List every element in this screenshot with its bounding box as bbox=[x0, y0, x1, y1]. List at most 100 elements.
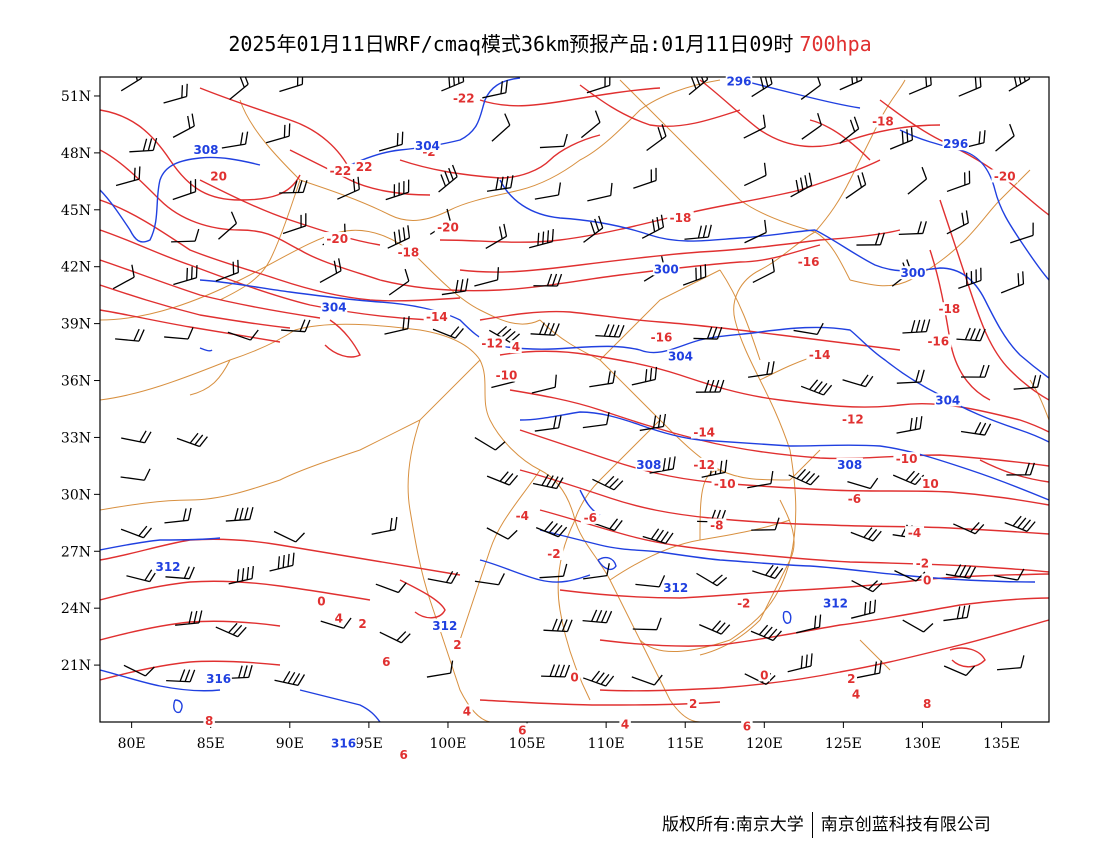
contour-label: 296 bbox=[943, 137, 968, 151]
wind-barb bbox=[850, 527, 882, 542]
wind-barb bbox=[387, 225, 411, 249]
wind-barb bbox=[587, 182, 613, 202]
contour-label: -18 bbox=[872, 114, 894, 128]
wind-barb bbox=[432, 326, 464, 339]
wind-barb bbox=[580, 110, 601, 139]
contour-label: -4 bbox=[516, 509, 529, 523]
contour-label-bg bbox=[662, 581, 689, 595]
contour-label-bg bbox=[648, 330, 675, 344]
contour-label-bg bbox=[822, 596, 849, 610]
wind-barb bbox=[582, 609, 613, 624]
wind-barb bbox=[747, 361, 775, 378]
contour-label: -12 bbox=[842, 412, 864, 426]
contour-label: 8 bbox=[923, 697, 931, 711]
wind-barb bbox=[1008, 77, 1031, 92]
wind-barb bbox=[215, 622, 247, 638]
title-text: 2025年01月11日WRF/cmaq模式36km预报产品:01月11日09时 bbox=[228, 32, 794, 56]
contour-label: 316 bbox=[331, 737, 356, 751]
contour-label: 6 bbox=[518, 723, 526, 737]
wind-barb bbox=[320, 617, 352, 629]
contour-label-bg bbox=[356, 617, 369, 631]
wind-barb bbox=[221, 131, 249, 149]
wind-barb bbox=[589, 370, 616, 388]
height-labels: 296 296 308 304 300 300 304 304 304 308 308 312 312 3… bbox=[154, 74, 969, 751]
contour-label: 6 bbox=[743, 720, 751, 734]
wind-barb bbox=[996, 655, 1025, 671]
contour-label-bg bbox=[652, 262, 680, 276]
contour-label-bg bbox=[725, 74, 753, 88]
contour-label-bg bbox=[920, 476, 940, 490]
wind-barb bbox=[583, 670, 615, 687]
contour-label-bg bbox=[512, 509, 532, 523]
wind-barb bbox=[842, 374, 874, 388]
contour-label: 2 bbox=[689, 697, 697, 711]
wind-barb bbox=[946, 170, 971, 193]
contour-label-bg bbox=[479, 336, 506, 350]
contour-label: -10 bbox=[896, 452, 918, 466]
wind-barb bbox=[533, 273, 563, 287]
wind-barb bbox=[474, 437, 506, 451]
wind-barb bbox=[120, 468, 151, 481]
wind-barb bbox=[696, 572, 728, 587]
y-axis-ticks: 51N 48N 45N 42N 39N 36N 33N 30N 27N 24N 21N bbox=[61, 89, 100, 674]
wind-barb bbox=[491, 113, 511, 142]
contour-label-bg bbox=[205, 672, 232, 686]
contour-label: 304 bbox=[935, 393, 960, 407]
contour-label: -2 bbox=[737, 596, 750, 610]
contour-label-bg bbox=[893, 452, 920, 466]
wind-barb bbox=[543, 618, 573, 633]
wind-barb bbox=[793, 322, 824, 336]
wind-barb bbox=[115, 166, 141, 187]
wind-barb bbox=[960, 422, 992, 436]
y-tick-label: 27N bbox=[61, 544, 91, 560]
contour-label-bg bbox=[414, 139, 441, 153]
wind-barb bbox=[485, 223, 508, 249]
wind-barb bbox=[171, 228, 200, 243]
wind-barb bbox=[582, 411, 610, 429]
copyright-footer: 版权所有:南京大学 南京创蓝科技有限公司 bbox=[662, 810, 991, 838]
wind-barb bbox=[945, 564, 977, 579]
contour-label: -6 bbox=[584, 511, 597, 525]
wind-barb bbox=[534, 415, 562, 432]
wind-barb bbox=[176, 432, 208, 448]
contour-label-bg bbox=[450, 91, 478, 105]
wind-barb bbox=[595, 324, 625, 338]
x-tick-label: 90E bbox=[276, 736, 304, 752]
contour-label: -6 bbox=[848, 492, 861, 506]
wind-barb bbox=[371, 516, 398, 535]
wind-barb bbox=[385, 179, 410, 201]
contour-label-bg bbox=[315, 594, 328, 608]
y-tick-label: 21N bbox=[61, 658, 91, 674]
wind-barb bbox=[379, 631, 411, 644]
contour-label-bg bbox=[431, 619, 459, 633]
wind-barb bbox=[635, 575, 666, 588]
contour-label: 316 bbox=[206, 672, 231, 686]
pressure-level: 700hpa bbox=[799, 32, 872, 56]
wind-barb bbox=[592, 475, 624, 491]
x-tick-label: 95E bbox=[355, 736, 383, 752]
x-tick-label: 120E bbox=[746, 736, 783, 752]
wind-barb bbox=[744, 162, 767, 187]
wind-barb bbox=[265, 123, 291, 144]
wind-barb bbox=[172, 179, 197, 201]
contour-label: 2 bbox=[358, 617, 366, 631]
contour-label: 4 bbox=[463, 704, 471, 718]
contour-label-bg bbox=[635, 457, 663, 471]
contour-label: -18 bbox=[398, 245, 420, 259]
contour-label-bg bbox=[844, 491, 864, 505]
x-tick-label: 110E bbox=[588, 736, 625, 752]
contour-label-bg bbox=[845, 672, 858, 686]
wind-barb bbox=[953, 521, 985, 535]
y-tick-label: 33N bbox=[61, 430, 91, 446]
contour-label-bg bbox=[354, 159, 374, 173]
wind-barb bbox=[121, 430, 152, 444]
wind-barb bbox=[631, 674, 663, 686]
wind-barb bbox=[175, 610, 203, 626]
y-tick-label: 24N bbox=[61, 601, 91, 617]
wind-barb bbox=[378, 131, 404, 152]
contour-label: 20 bbox=[210, 169, 227, 183]
wind-barb bbox=[112, 264, 135, 290]
wind-barb bbox=[337, 176, 360, 200]
plot-frame bbox=[99, 76, 1050, 723]
x-tick-label: 125E bbox=[825, 736, 862, 752]
